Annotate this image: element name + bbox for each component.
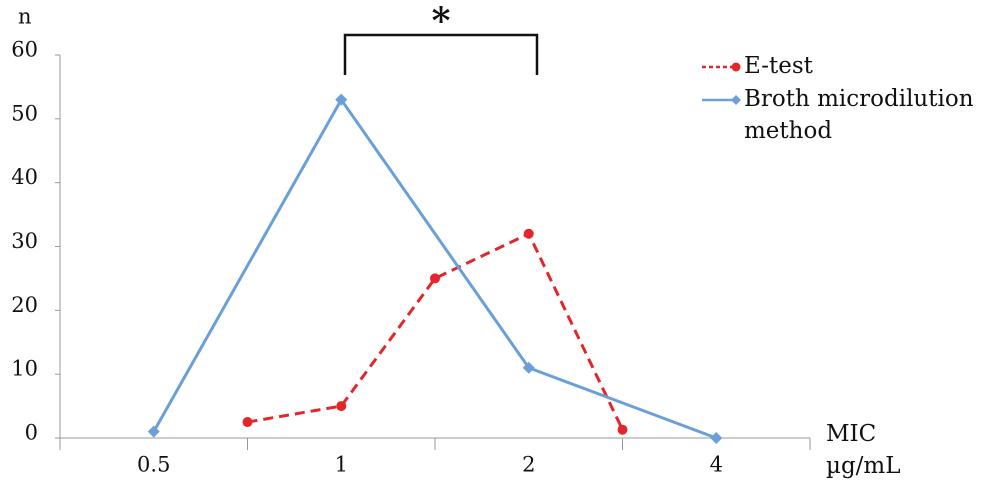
legend-marker: [731, 95, 741, 105]
data-point: [523, 228, 534, 239]
data-point: [335, 93, 348, 106]
significance-bracket: [343, 33, 539, 75]
series-line: [247, 231, 624, 431]
data-point: [336, 401, 347, 412]
y-tick-label: 60: [11, 38, 38, 62]
data-point: [522, 361, 535, 374]
y-tick-label: 10: [11, 357, 38, 381]
y-tick-label: 0: [25, 421, 38, 445]
significance-mark: *: [432, 0, 451, 42]
x-tick-label: 2: [522, 453, 535, 477]
y-tick-label: 30: [11, 229, 38, 253]
x-tick-label: 4: [710, 453, 723, 477]
data-point: [147, 425, 160, 438]
legend-marker: [731, 62, 741, 72]
x-tick-label: 0.5: [137, 453, 170, 477]
y-tick-label: 40: [11, 165, 38, 189]
data-point: [242, 417, 253, 428]
data-point: [710, 432, 723, 444]
data-point: [430, 273, 440, 284]
data-point: [617, 424, 628, 435]
y-tick-label: 20: [11, 293, 38, 317]
series-line: [152, 96, 717, 440]
x-tick-label: 1: [335, 453, 348, 477]
legend-label: E-test: [744, 53, 813, 79]
legend-label: Broth microdilution method: [744, 86, 974, 144]
y-axis-label: n: [18, 5, 32, 29]
y-tick-label: 50: [11, 101, 38, 125]
x-axis-label: MIC µg/mL: [826, 421, 901, 479]
